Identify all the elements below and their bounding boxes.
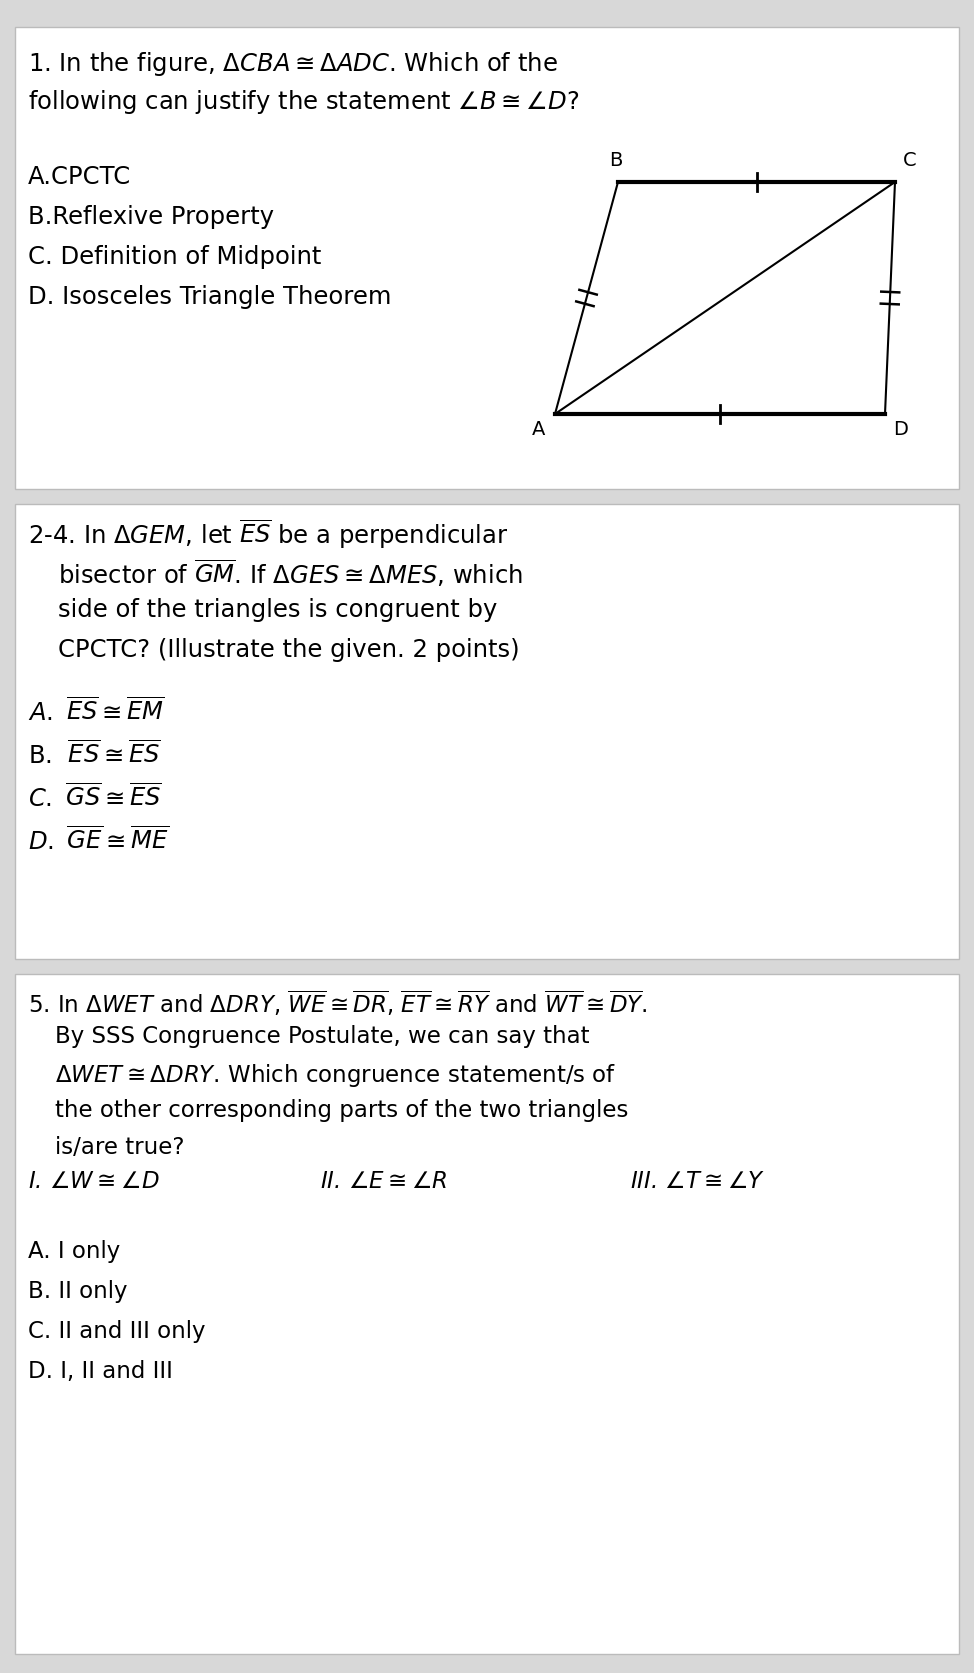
Text: D: D	[893, 420, 908, 438]
Text: D. Isosceles Triangle Theorem: D. Isosceles Triangle Theorem	[28, 284, 392, 310]
Text: B.Reflexive Property: B.Reflexive Property	[28, 204, 274, 229]
Bar	[15, 28, 959, 490]
Text: By SSS Congruence Postulate, we can say that: By SSS Congruence Postulate, we can say …	[55, 1024, 589, 1047]
Text: side of the triangles is congruent by: side of the triangles is congruent by	[58, 597, 498, 622]
Text: II. $\angle E \cong \angle R$: II. $\angle E \cong \angle R$	[320, 1169, 447, 1193]
Bar	[15, 505, 959, 959]
Text: following can justify the statement $\angle B \cong \angle D$?: following can justify the statement $\an…	[28, 89, 580, 115]
Text: $\Delta WET \cong \Delta DRY$. Which congruence statement/s of: $\Delta WET \cong \Delta DRY$. Which con…	[55, 1061, 617, 1089]
Text: is/are true?: is/are true?	[55, 1136, 184, 1158]
Text: C: C	[903, 151, 917, 171]
Text: 1. In the figure, $\Delta CBA \cong \Delta ADC$. Which of the: 1. In the figure, $\Delta CBA \cong \Del…	[28, 50, 558, 79]
Text: C. II and III only: C. II and III only	[28, 1320, 206, 1342]
Text: C. Definition of Midpoint: C. Definition of Midpoint	[28, 244, 321, 269]
Text: bisector of $\overline{GM}$. If $\Delta GES \cong \Delta MES$, which: bisector of $\overline{GM}$. If $\Delta …	[58, 557, 523, 589]
Text: B.  $\overline{ES} \cong \overline{ES}$: B. $\overline{ES} \cong \overline{ES}$	[28, 741, 161, 768]
Text: B: B	[610, 151, 622, 171]
Text: I. $\angle W \cong \angle D$: I. $\angle W \cong \angle D$	[28, 1169, 160, 1193]
Text: $C.\ \overline{GS} \cong \overline{ES}$: $C.\ \overline{GS} \cong \overline{ES}$	[28, 783, 162, 811]
Bar	[15, 974, 959, 1655]
Text: A: A	[532, 420, 545, 438]
Text: 5. In $\Delta WET$ and $\Delta DRY$, $\overline{WE} \cong \overline{DR}$, $\over: 5. In $\Delta WET$ and $\Delta DRY$, $\o…	[28, 987, 648, 1017]
Text: B. II only: B. II only	[28, 1280, 128, 1302]
Text: $A.\ \overline{ES} \cong \overline{EM}$: $A.\ \overline{ES} \cong \overline{EM}$	[28, 698, 165, 726]
Text: 2-4. In $\Delta GEM$, let $\overline{ES}$ be a perpendicular: 2-4. In $\Delta GEM$, let $\overline{ES}…	[28, 517, 508, 550]
Text: CPCTC? (Illustrate the given. 2 points): CPCTC? (Illustrate the given. 2 points)	[58, 637, 519, 661]
Text: A. I only: A. I only	[28, 1240, 120, 1261]
Text: D. I, II and III: D. I, II and III	[28, 1358, 172, 1382]
Text: the other corresponding parts of the two triangles: the other corresponding parts of the two…	[55, 1099, 628, 1121]
Text: A.CPCTC: A.CPCTC	[28, 166, 131, 189]
Text: III. $\angle T \cong \angle Y$: III. $\angle T \cong \angle Y$	[630, 1169, 766, 1193]
Text: $D.\ \overline{GE} \cong \overline{ME}$: $D.\ \overline{GE} \cong \overline{ME}$	[28, 826, 169, 855]
